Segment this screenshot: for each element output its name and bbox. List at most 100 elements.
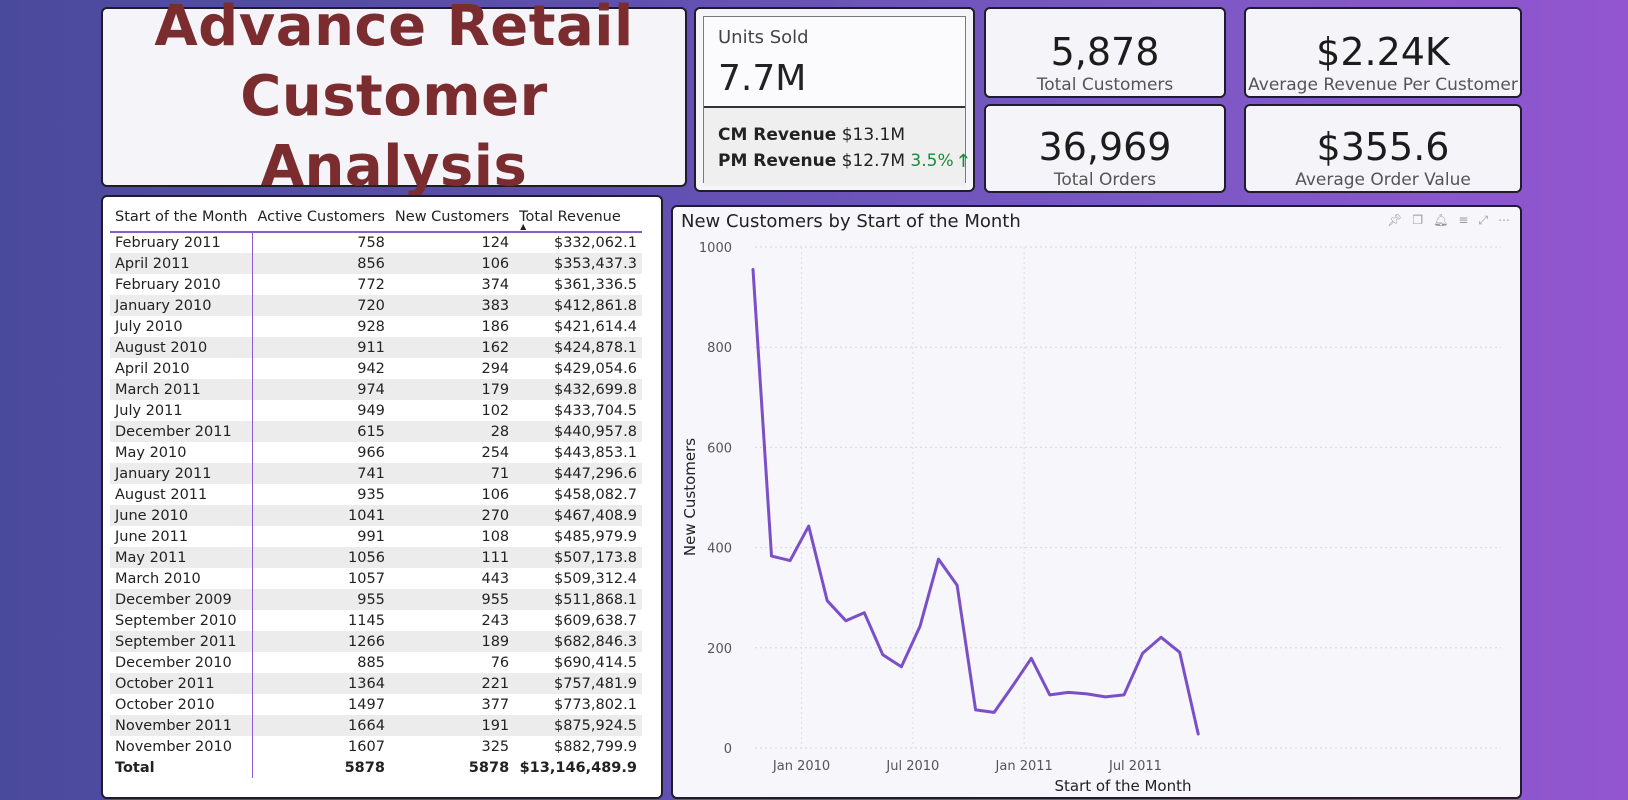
cell-new-customers: 270 (389, 505, 515, 526)
table-row[interactable]: December 2011 615 28 $440,957.8 (110, 421, 642, 442)
table-row[interactable]: March 2010 1057 443 $509,312.4 (110, 568, 642, 589)
cell-total-revenue: $440,957.8 (514, 421, 642, 442)
cell-new-customers: 955 (389, 589, 515, 610)
table-row[interactable]: July 2011 949 102 $433,704.5 (110, 400, 642, 421)
cell-active-customers: 615 (252, 421, 390, 442)
y-axis-title: New Customers (681, 438, 699, 556)
table-row[interactable]: May 2010 966 254 $443,853.1 (110, 442, 642, 463)
chart-toolbar: 📌︎ ❐ 🔔︎ ≡ ⤢ ⋯ (1387, 213, 1510, 228)
table-row[interactable]: October 2011 1364 221 $757,481.9 (110, 673, 642, 694)
cell-new-customers: 111 (389, 547, 515, 568)
cell-month: April 2010 (110, 358, 253, 379)
table-row[interactable]: June 2011 991 108 $485,979.9 (110, 526, 642, 547)
cell-month: December 2009 (110, 589, 253, 610)
pm-revenue-label: PM Revenue (718, 151, 837, 171)
pin-icon[interactable]: 📌︎ (1387, 213, 1403, 227)
table-row[interactable]: June 2010 1041 270 $467,408.9 (110, 505, 642, 526)
y-tick-label: 0 (724, 742, 732, 757)
table-row[interactable]: April 2011 856 106 $353,437.3 (110, 253, 642, 274)
cell-total-revenue: $432,699.8 (514, 379, 642, 400)
units-sold-card[interactable]: Units Sold 7.7M CM Revenue $13.1M PM Rev… (694, 7, 975, 192)
x-axis-title: Start of the Month (1054, 777, 1191, 795)
table-row[interactable]: December 2009 955 955 $511,868.1 (110, 589, 642, 610)
table-row[interactable]: December 2010 885 76 $690,414.5 (110, 652, 642, 673)
cell-total-revenue: $412,861.8 (514, 295, 642, 316)
table-row[interactable]: July 2010 928 186 $421,614.4 (110, 316, 642, 337)
cell-month: March 2010 (110, 568, 253, 589)
table-row[interactable]: January 2010 720 383 $412,861.8 (110, 295, 642, 316)
y-tick-label: 200 (707, 642, 732, 657)
table-row[interactable]: February 2010 772 374 $361,336.5 (110, 274, 642, 295)
series-line-new-customers (751, 268, 1200, 736)
cell-month: September 2010 (110, 610, 253, 631)
table-row[interactable]: August 2011 935 106 $458,082.7 (110, 484, 642, 505)
table-row[interactable]: November 2010 1607 325 $882,799.9 (110, 736, 642, 757)
kpi-value: 5,878 (1050, 30, 1160, 74)
monthly-table-card[interactable]: Start of the Month Active Customers New … (101, 195, 663, 799)
table-row[interactable]: September 2011 1266 189 $682,846.3 (110, 631, 642, 652)
cell-total-revenue: $507,173.8 (514, 547, 642, 568)
table-row[interactable]: January 2011 741 71 $447,296.6 (110, 463, 642, 484)
cm-revenue-value: $13.1M (841, 125, 906, 145)
table-row[interactable]: September 2010 1145 243 $609,638.7 (110, 610, 642, 631)
total-new-customers: 5878 (468, 759, 510, 776)
cell-new-customers: 254 (481, 444, 510, 461)
cell-active-customers: 955 (252, 589, 390, 610)
column-header-total-revenue[interactable]: Total Revenue (514, 202, 642, 233)
report-title: Advance Retail Customer Analysis (103, 0, 685, 202)
kpi-average-revenue-per-customer[interactable]: $2.24K Average Revenue Per Customer (1244, 7, 1522, 98)
cell-new-customers: 186 (481, 318, 510, 335)
cell-new-customers: 102 (481, 402, 510, 419)
cell-active-customers: 966 (357, 444, 385, 461)
cell-active-customers: 911 (252, 337, 390, 358)
cell-active-customers: 1056 (252, 547, 390, 568)
total-label: Total (110, 757, 253, 778)
kpi-average-order-value[interactable]: $355.6 Average Order Value (1244, 104, 1522, 193)
cell-new-customers: 374 (481, 276, 510, 293)
table-row[interactable]: November 2011 1664 191 $875,924.5 (110, 715, 642, 736)
cell-month: August 2011 (110, 484, 253, 505)
cell-active-customers: 758 (357, 235, 385, 251)
new-customers-chart-card[interactable]: New Customers by Start of the Month 📌︎ ❐… (671, 205, 1522, 799)
table-row[interactable]: May 2011 1056 111 $507,173.8 (110, 547, 642, 568)
table-row[interactable]: October 2010 1497 377 $773,802.1 (110, 694, 642, 715)
bell-icon[interactable]: 🔔︎ (1433, 213, 1449, 227)
column-header-active-customers[interactable]: Active Customers (252, 202, 390, 233)
cell-active-customers: 1266 (252, 631, 390, 652)
focus-mode-icon[interactable]: ⤢ (1478, 213, 1488, 227)
cell-active-customers: 1041 (252, 505, 390, 526)
cell-month: October 2011 (110, 673, 253, 694)
cell-month: September 2011 (110, 631, 253, 652)
more-options-icon[interactable]: ⋯ (1498, 213, 1510, 227)
table-row[interactable]: August 2010 911 162 $424,878.1 (110, 337, 642, 358)
kpi-total-orders[interactable]: 36,969 Total Orders (984, 104, 1226, 193)
cell-active-customers: 928 (357, 318, 385, 335)
cell-month: February 2010 (110, 274, 253, 295)
chart-title: New Customers by Start of the Month (681, 211, 1021, 232)
cell-month: April 2011 (110, 253, 253, 274)
copy-icon[interactable]: ❐ (1412, 213, 1424, 227)
kpi-label: Total Orders (1053, 170, 1157, 190)
pm-revenue-change: 3.5% (910, 151, 954, 171)
y-tick-label: 600 (707, 441, 732, 456)
table-row[interactable]: March 2011 974 179 $432,699.8 (110, 379, 642, 400)
column-header-new-customers[interactable]: New Customers (389, 202, 515, 233)
cell-total-revenue: $433,704.5 (553, 402, 637, 419)
cm-revenue-line: CM Revenue $13.1M (718, 122, 951, 148)
cell-active-customers: 1145 (348, 612, 385, 629)
table-row[interactable]: February 2011 758 124 $332,062.1 (110, 232, 642, 253)
cell-month: February 2011 (110, 232, 253, 253)
cell-month: July 2011 (110, 400, 253, 421)
report-title-line2: Customer Analysis (240, 64, 548, 199)
total-active-customers: 5878 (344, 759, 385, 776)
kpi-total-customers[interactable]: 5,878 Total Customers (984, 7, 1226, 98)
cell-active-customers: 1607 (348, 738, 385, 755)
cell-new-customers: 108 (481, 528, 510, 545)
column-header-month[interactable]: Start of the Month (110, 202, 253, 233)
units-sold-header: Units Sold 7.7M (704, 17, 965, 108)
units-sold-label: Units Sold (718, 27, 809, 48)
cell-total-revenue: $424,878.1 (514, 337, 642, 358)
table-row[interactable]: April 2010 942 294 $429,054.6 (110, 358, 642, 379)
cell-month: December 2011 (110, 421, 253, 442)
filter-icon[interactable]: ≡ (1458, 213, 1469, 227)
